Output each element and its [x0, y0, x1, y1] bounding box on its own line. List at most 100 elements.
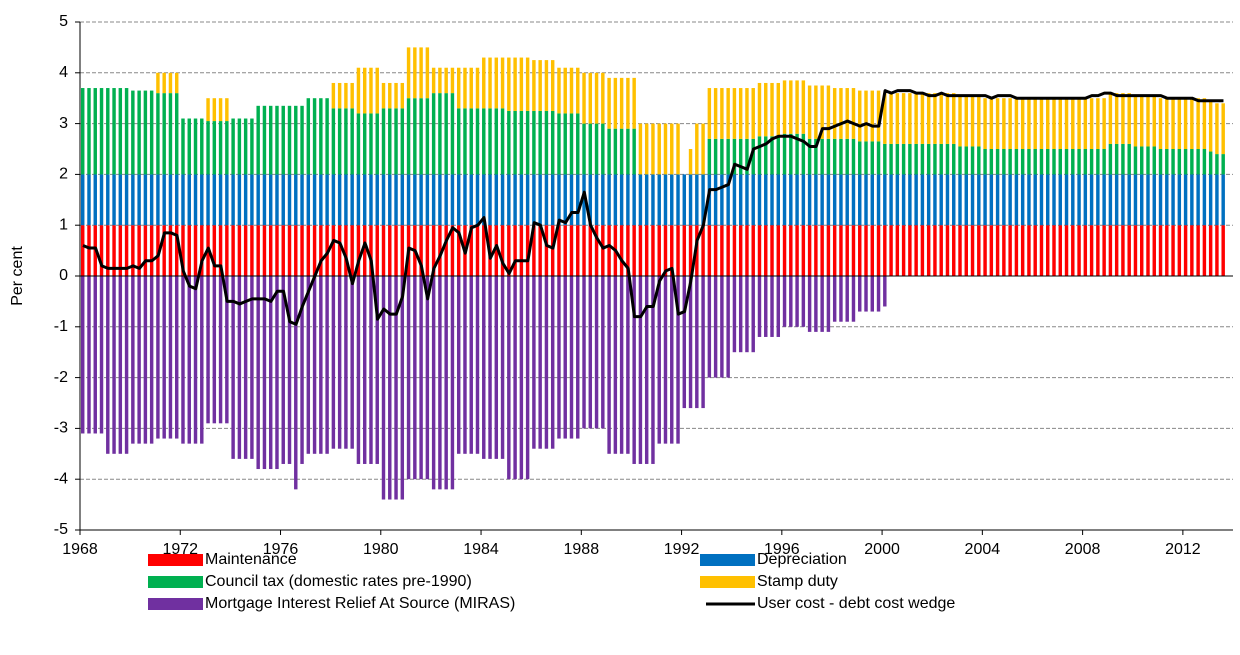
x-tick-label: 1968 — [62, 541, 98, 558]
bar-segment — [1177, 225, 1182, 276]
bar-segment — [770, 136, 774, 175]
bar-segment — [1008, 174, 1012, 226]
bar-segment — [507, 110, 511, 175]
bar-segment — [469, 108, 473, 175]
bar-segment — [757, 82, 762, 137]
bar-segment — [532, 110, 536, 175]
bar-segment — [870, 276, 875, 312]
x-tick-label: 1984 — [463, 541, 499, 558]
bar-segment — [444, 225, 448, 276]
bar-segment — [344, 276, 348, 449]
bar-segment — [306, 276, 311, 454]
bar-segment — [456, 174, 461, 226]
bar-segment — [1171, 174, 1175, 226]
x-tick-label: 2000 — [864, 541, 900, 558]
bar-segment — [300, 225, 304, 276]
bar-segment — [644, 225, 649, 276]
bar-segment — [588, 72, 593, 124]
bar-segment — [839, 174, 843, 226]
bar-segment — [632, 276, 636, 464]
bar-segment — [1127, 93, 1131, 144]
bar-segment — [770, 174, 774, 226]
bar-segment — [832, 276, 837, 322]
bar-segment — [1002, 98, 1006, 149]
bar-segment — [212, 174, 217, 226]
bar-segment — [619, 174, 624, 226]
bar-segment — [413, 47, 417, 99]
bar-segment — [1114, 225, 1119, 276]
bar-segment — [538, 60, 542, 111]
bar-segment — [764, 136, 768, 175]
bar-segment — [300, 174, 304, 226]
bar-segment — [1196, 225, 1200, 276]
bar-segment — [1196, 174, 1200, 226]
bar-segment — [870, 141, 875, 175]
bar-segment — [218, 276, 223, 424]
bar-segment — [425, 225, 430, 276]
bar-segment — [362, 225, 367, 276]
bar-segment — [218, 98, 223, 122]
bar-segment — [137, 225, 141, 276]
bar-segment — [381, 276, 386, 500]
bar-segment — [889, 225, 893, 276]
bar-segment — [795, 133, 799, 175]
bar-segment — [507, 276, 511, 480]
bar-segment — [588, 276, 593, 429]
bar-segment — [939, 143, 943, 175]
bar-segment — [751, 138, 755, 175]
bar-segment — [782, 225, 787, 276]
bar-segment — [337, 225, 342, 276]
bar-segment — [1127, 143, 1131, 175]
bar-segment — [732, 174, 737, 226]
bar-segment — [770, 225, 774, 276]
bar-segment — [187, 225, 191, 276]
bar-segment — [550, 225, 555, 276]
bar-segment — [1027, 149, 1031, 175]
bar-segment — [344, 174, 348, 226]
bar-segment — [1133, 95, 1138, 147]
bar-segment — [237, 276, 242, 459]
bar-segment — [826, 138, 831, 175]
bar-segment — [1039, 174, 1044, 226]
bar-segment — [1008, 98, 1012, 149]
bar-segment — [594, 123, 599, 175]
bar-segment — [657, 123, 661, 175]
bar-segment — [870, 174, 875, 226]
bar-segment — [939, 93, 943, 144]
bar-segment — [1196, 149, 1200, 175]
bar-segment — [782, 80, 787, 134]
bar-segment — [770, 276, 774, 337]
bar-segment — [713, 225, 718, 276]
bar-segment — [225, 174, 229, 226]
bar-segment — [381, 225, 386, 276]
bar-segment — [369, 174, 373, 226]
bar-segment — [945, 143, 950, 175]
bar-segment — [268, 105, 273, 175]
bar-segment — [143, 276, 148, 444]
bar-segment — [920, 143, 925, 175]
bar-segment — [644, 276, 649, 464]
bar-segment — [287, 276, 292, 464]
bar-segment — [400, 174, 405, 226]
bar-segment — [670, 174, 674, 226]
x-tick-label: 1972 — [162, 541, 198, 558]
bar-segment — [914, 93, 918, 144]
bar-segment — [350, 225, 354, 276]
line-series — [82, 89, 1224, 326]
bar-segment — [901, 174, 906, 226]
bar-segment — [268, 174, 273, 226]
bar-segment — [864, 174, 868, 226]
bar-segment — [864, 276, 868, 312]
bar-segment — [1158, 225, 1163, 276]
bar-segment — [369, 67, 373, 114]
bar-segment — [532, 60, 536, 111]
bar-segment — [118, 88, 123, 175]
bar-segment — [488, 57, 492, 109]
bar-segment — [431, 67, 436, 94]
bar-segment — [287, 105, 292, 175]
bar-segment — [933, 93, 937, 144]
bar-segment — [350, 82, 354, 109]
bar-segment — [701, 174, 705, 226]
bar-segment — [362, 174, 367, 226]
